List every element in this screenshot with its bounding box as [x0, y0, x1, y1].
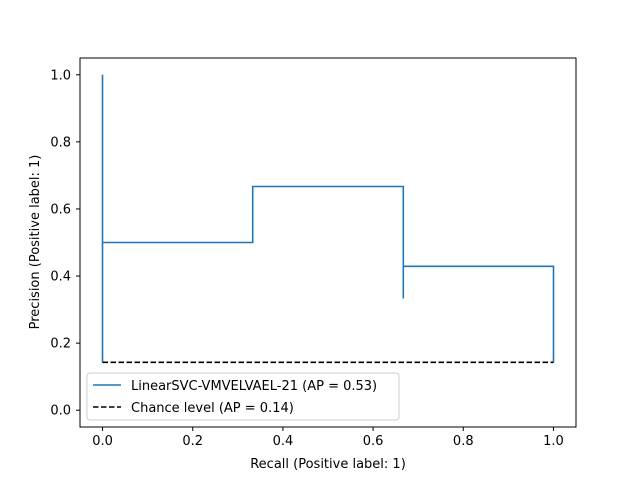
x-tick-label: 0.6: [363, 434, 384, 449]
x-tick-label: 0.2: [182, 434, 203, 449]
y-axis-label: Precision (Positive label: 1): [28, 155, 43, 330]
y-tick-label: 0.0: [50, 404, 71, 419]
x-tick-label: 0.4: [273, 434, 294, 449]
legend-label-chance-level: Chance level (AP = 0.14): [131, 401, 294, 416]
y-axis-ticks: 0.0 0.2 0.4 0.6 0.8 1.0: [50, 68, 80, 419]
legend: LinearSVC-VMVELVAEL-21 (AP = 0.53) Chanc…: [86, 372, 400, 421]
y-tick-label: 0.6: [50, 202, 71, 217]
pr-curve-linearsvc: [101, 74, 555, 363]
x-tick-label: 0.8: [453, 434, 474, 449]
plot-curves: [101, 74, 555, 364]
legend-box: [86, 372, 400, 421]
y-tick-label: 0.4: [50, 270, 71, 285]
x-axis-ticks: 0.0 0.2 0.4 0.6 0.8 1.0: [92, 427, 564, 449]
y-tick-label: 1.0: [50, 68, 71, 83]
x-axis-label: Recall (Positive label: 1): [250, 457, 406, 472]
y-tick-label: 0.8: [50, 135, 71, 150]
x-tick-label: 0.0: [92, 434, 113, 449]
legend-label-linearsvc: LinearSVC-VMVELVAEL-21 (AP = 0.53): [131, 379, 377, 394]
x-tick-label: 1.0: [543, 434, 564, 449]
plot-frame: [79, 57, 577, 428]
y-tick-label: 0.2: [50, 337, 71, 352]
